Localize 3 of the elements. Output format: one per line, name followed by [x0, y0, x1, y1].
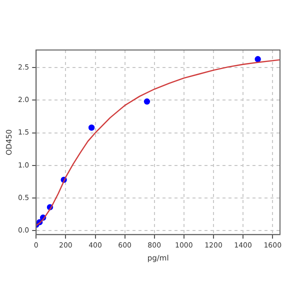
point [88, 124, 95, 131]
point [144, 98, 150, 105]
point [254, 56, 261, 62]
